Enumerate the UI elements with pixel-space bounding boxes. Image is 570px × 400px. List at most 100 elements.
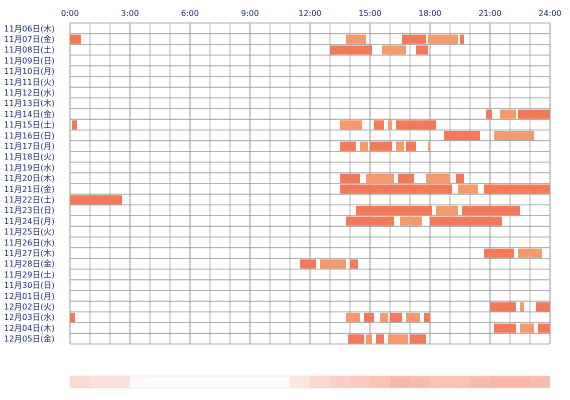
row-label: 11月21日(金) (4, 184, 55, 194)
activity-bar (374, 120, 384, 130)
activity-bar (426, 173, 450, 183)
activity-bar (490, 302, 516, 312)
x-tick-label: 9:00 (241, 9, 259, 18)
row-label: 12月03日(水) (4, 312, 55, 322)
activity-bar (348, 334, 364, 344)
row-label: 11月28日(金) (4, 259, 55, 269)
activity-bar (538, 323, 550, 333)
x-tick-label: 3:00 (121, 9, 139, 18)
x-tick-label: 24:00 (538, 9, 561, 18)
activity-bar (424, 312, 430, 323)
row-label: 11月29日(土) (4, 269, 55, 279)
row-label: 11月30日(日) (4, 281, 55, 290)
activity-bar (390, 312, 402, 323)
activity-bar (388, 334, 408, 344)
x-tick-label: 21:00 (478, 9, 501, 18)
activity-bar (300, 259, 316, 269)
activity-bar (458, 184, 478, 194)
activity-bar (436, 205, 458, 216)
activity-bar (484, 184, 550, 194)
activity-bar (484, 248, 514, 258)
activity-bar (382, 45, 406, 55)
x-tick-label: 6:00 (181, 9, 199, 18)
activity-bar (444, 131, 480, 141)
row-label: 12月02日(火) (4, 303, 55, 312)
row-label: 11月10日(月) (4, 67, 55, 76)
row-label: 11月20日(木) (4, 173, 55, 183)
activity-bar (518, 109, 550, 119)
activity-bar (370, 141, 392, 151)
x-tick-label: 0:00 (61, 9, 79, 18)
activity-bar (518, 248, 542, 258)
activity-bar (330, 45, 372, 55)
activity-bar (406, 312, 420, 323)
activity-bar (416, 45, 428, 55)
activity-bar (346, 34, 366, 44)
x-axis-ticks: 0:00 3:00 6:00 9:00 12:00 15:00 18:00 21:00 24:0… (61, 9, 562, 18)
activity-bar (396, 141, 404, 151)
activity-bar (320, 259, 346, 269)
activity-bar (340, 173, 360, 183)
activity-bar (406, 141, 416, 151)
row-label: 11月12日(水) (4, 88, 55, 98)
row-label: 11月24日(月) (4, 217, 55, 226)
activity-bar (356, 205, 432, 216)
activity-bar (72, 120, 77, 130)
activity-bar (340, 184, 452, 194)
activity-bar (402, 34, 426, 44)
activity-bar (366, 334, 372, 344)
row-label: 11月19日(水) (4, 162, 55, 172)
activity-bar (70, 34, 81, 44)
row-label: 11月25日(火) (4, 228, 55, 237)
activity-bar (430, 216, 502, 226)
row-label: 11月23日(日) (4, 206, 55, 215)
activity-bar (364, 312, 374, 323)
frequency-strip (69, 375, 551, 389)
row-label: 12月01日(月) (4, 292, 55, 301)
row-labels: 11月06日(木)11月07日(金)11月08日(土)11月09日(日) 11月1… (4, 23, 55, 343)
activity-bar (340, 141, 356, 151)
activity-bar (388, 120, 392, 130)
activity-bar (500, 109, 516, 119)
activity-bar (340, 120, 362, 130)
row-label: 11月26日(水) (4, 237, 55, 247)
row-label: 11月17日(月) (4, 142, 55, 151)
row-label: 11月15日(土) (4, 120, 55, 130)
bars (70, 34, 550, 344)
activity-bar (428, 141, 430, 151)
row-label: 11月06日(木) (4, 23, 55, 33)
activity-bar (428, 34, 458, 44)
activity-bar (460, 34, 464, 44)
row-label: 11月16日(日) (4, 131, 55, 140)
activity-bar (400, 216, 422, 226)
activity-bar (410, 334, 426, 344)
row-label: 12月05日(金) (4, 334, 55, 344)
row-label: 11月13日(木) (4, 98, 55, 108)
row-label: 11月08日(土) (4, 45, 55, 55)
row-label: 11月18日(火) (4, 153, 55, 162)
activity-bar (456, 173, 464, 183)
row-label: 11月07日(金) (4, 34, 55, 44)
grid (69, 22, 551, 345)
activity-bar (360, 141, 368, 151)
activity-bar (494, 131, 534, 141)
row-label: 11月11日(火) (4, 78, 55, 87)
activity-bar (70, 312, 75, 323)
row-label: 11月27日(木) (4, 248, 55, 258)
activity-bar (536, 302, 550, 312)
x-tick-label: 15:00 (358, 9, 381, 18)
activity-bar (380, 312, 388, 323)
activity-bar (396, 120, 436, 130)
activity-bar (520, 323, 534, 333)
activity-bar (366, 173, 394, 183)
activity-bar (346, 216, 394, 226)
row-label: 11月09日(日) (4, 56, 55, 65)
row-label: 11月22日(土) (4, 195, 55, 205)
activity-bar (486, 109, 492, 119)
row-label: 11月14日(金) (4, 109, 55, 119)
x-tick-label: 12:00 (298, 9, 321, 18)
activity-bar (398, 173, 414, 183)
row-label: 12月04日(木) (4, 323, 55, 333)
activity-bar (520, 302, 524, 312)
